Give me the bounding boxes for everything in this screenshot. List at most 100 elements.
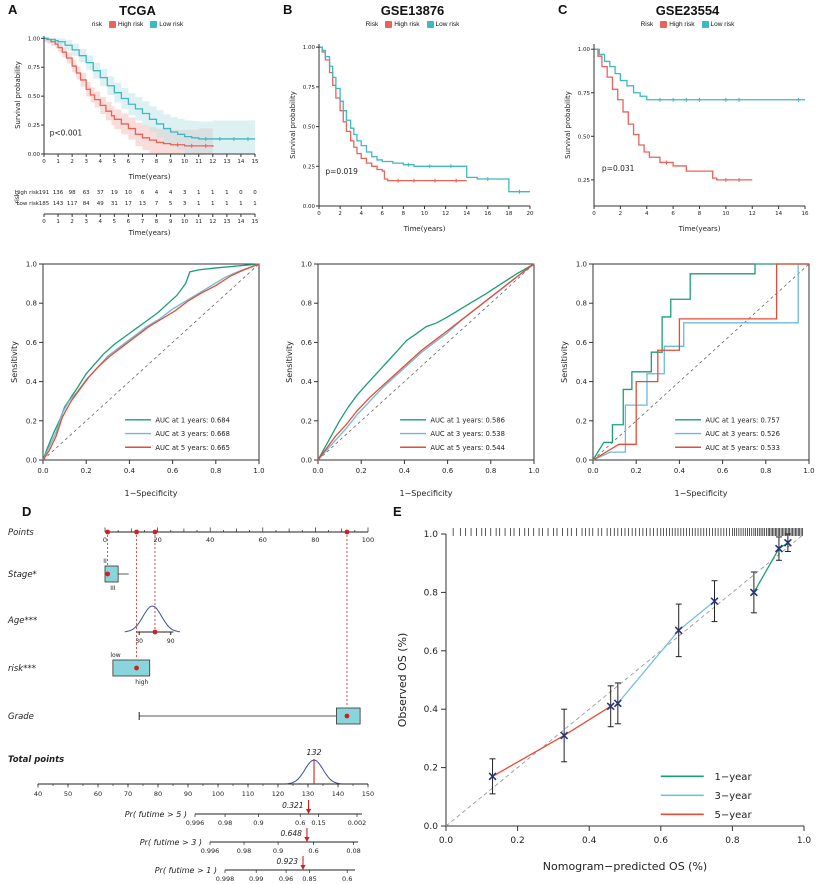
roc-plot-gse13876: 0.00.0 0.2 0.2 0.4 0.4 0.6 0.6 0.8 0.8 1.0 1.0 AUC … xyxy=(285,261,540,499)
high-risk-label: High risk xyxy=(394,20,420,28)
roc-panel-gse23554: 0.0 0.0 0.2 0.2 0.4 0.4 0.6 0.6 0.8 0.8 1.0 1.0 AUC … xyxy=(550,254,825,502)
svg-text:10: 10 xyxy=(124,190,131,196)
svg-text:3: 3 xyxy=(84,219,88,225)
svg-text:140: 140 xyxy=(332,790,344,798)
svg-text:Points: Points xyxy=(8,528,34,538)
svg-text:0.6: 0.6 xyxy=(717,467,729,475)
legend-item-high-risk: High risk xyxy=(108,20,143,28)
legend-item-low-risk: Low risk xyxy=(150,20,183,28)
svg-text:0.0: 0.0 xyxy=(439,836,454,846)
svg-text:Survival probability: Survival probability xyxy=(289,91,297,159)
svg-text:AUC at 1 years: 0.586: AUC at 1 years: 0.586 xyxy=(430,416,505,424)
svg-text:7: 7 xyxy=(140,219,144,225)
svg-text:1−Specificity: 1−Specificity xyxy=(124,489,177,498)
svg-text:5: 5 xyxy=(112,159,116,165)
svg-text:Time(years): Time(years) xyxy=(127,173,170,181)
panel-b-letter: B xyxy=(283,2,293,17)
svg-text:0.15: 0.15 xyxy=(311,819,325,827)
svg-text:185: 185 xyxy=(38,201,49,207)
low-risk-swatch xyxy=(701,20,709,28)
svg-text:1: 1 xyxy=(196,201,200,207)
svg-text:0.4: 0.4 xyxy=(424,705,439,715)
svg-text:8: 8 xyxy=(697,211,701,217)
svg-text:0.9: 0.9 xyxy=(273,847,283,855)
svg-text:37: 37 xyxy=(96,190,103,196)
svg-text:0.6: 0.6 xyxy=(300,339,312,347)
svg-text:0.8: 0.8 xyxy=(300,300,311,308)
svg-text:2: 2 xyxy=(70,159,74,165)
svg-text:14: 14 xyxy=(237,219,244,225)
svg-text:0.4: 0.4 xyxy=(673,467,685,475)
svg-text:0.98: 0.98 xyxy=(218,819,232,827)
svg-text:17: 17 xyxy=(124,201,131,207)
svg-text:13: 13 xyxy=(223,219,230,225)
svg-text:12: 12 xyxy=(209,219,216,225)
svg-text:0.00: 0.00 xyxy=(27,152,40,158)
svg-text:1: 1 xyxy=(225,201,229,207)
svg-text:31: 31 xyxy=(110,201,117,207)
svg-text:6: 6 xyxy=(126,159,130,165)
svg-text:2: 2 xyxy=(338,211,342,217)
km-plot-tcga: 0 1 2 3 4 5 6 7 8 9 10 11 12 13 14 150.000.250.500.751.… xyxy=(14,36,258,181)
svg-text:Total points: Total points xyxy=(8,755,64,765)
svg-text:84: 84 xyxy=(82,201,89,207)
svg-text:4: 4 xyxy=(98,219,102,225)
svg-text:0.50: 0.50 xyxy=(577,134,590,140)
svg-text:7: 7 xyxy=(154,201,158,207)
svg-text:3−year: 3−year xyxy=(715,791,753,802)
low-risk-swatch xyxy=(426,20,434,28)
svg-text:14: 14 xyxy=(775,211,782,217)
svg-text:0.08: 0.08 xyxy=(346,847,360,855)
svg-text:0.25: 0.25 xyxy=(577,178,590,184)
svg-text:0.6: 0.6 xyxy=(295,819,305,827)
svg-text:0: 0 xyxy=(42,159,46,165)
svg-text:30: 30 xyxy=(135,638,143,645)
svg-text:1−Specificity: 1−Specificity xyxy=(674,489,727,498)
svg-text:Pr( futime > 1 ): Pr( futime > 1 ) xyxy=(155,866,217,875)
svg-text:0.85: 0.85 xyxy=(302,875,316,883)
svg-text:0.6: 0.6 xyxy=(442,467,454,475)
svg-text:100: 100 xyxy=(212,790,224,798)
svg-text:1: 1 xyxy=(211,190,215,196)
svg-text:Sensitivity: Sensitivity xyxy=(560,341,569,383)
svg-text:risk***: risk*** xyxy=(8,664,36,674)
calibration-plot: 0.00.0 0.2 0.2 0.4 0.4 0.6 0.6 0.8 0.8 1.0 1.0 1−ye… xyxy=(396,528,811,873)
svg-text:Pr( futime > 5 ): Pr( futime > 5 ) xyxy=(125,810,187,819)
svg-text:0.0: 0.0 xyxy=(25,457,36,465)
svg-text:0.2: 0.2 xyxy=(510,836,524,846)
legend-item-low-risk: Low risk xyxy=(701,20,735,28)
svg-text:0.6: 0.6 xyxy=(575,339,587,347)
svg-text:1.00: 1.00 xyxy=(27,36,40,42)
svg-text:5−year: 5−year xyxy=(715,810,753,821)
svg-text:15: 15 xyxy=(251,219,258,225)
legend-title-a: risk xyxy=(91,20,102,28)
svg-text:AUC at 5 years: 0.544: AUC at 5 years: 0.544 xyxy=(430,444,505,452)
svg-text:Observed OS (%): Observed OS (%) xyxy=(396,633,409,728)
svg-text:6: 6 xyxy=(140,190,144,196)
svg-text:0.6: 0.6 xyxy=(167,467,179,475)
svg-text:7: 7 xyxy=(140,159,144,165)
svg-text:0: 0 xyxy=(253,190,257,196)
svg-text:Pr( futime > 3 ): Pr( futime > 3 ) xyxy=(140,838,202,847)
low-risk-label: Low risk xyxy=(710,20,735,28)
legend-title-c: Risk xyxy=(640,20,654,28)
svg-text:40: 40 xyxy=(206,536,214,544)
svg-text:136: 136 xyxy=(52,190,63,196)
roc-plot-gse23554: 0.00.0 0.2 0.2 0.4 0.4 0.6 0.6 0.8 0.8 1.0 1.0 AUC … xyxy=(560,261,815,499)
svg-text:0.50: 0.50 xyxy=(27,94,40,100)
svg-text:80: 80 xyxy=(311,536,319,544)
svg-text:Time(years): Time(years) xyxy=(677,225,720,233)
svg-text:0.8: 0.8 xyxy=(210,467,221,475)
svg-text:0.648: 0.648 xyxy=(280,829,302,838)
svg-text:0.996: 0.996 xyxy=(201,847,220,855)
svg-text:0.2: 0.2 xyxy=(300,417,311,425)
panel-e-letter: E xyxy=(393,504,402,519)
svg-text:6: 6 xyxy=(126,219,130,225)
svg-text:0.4: 0.4 xyxy=(123,467,135,475)
svg-text:10: 10 xyxy=(181,159,188,165)
svg-text:0.321: 0.321 xyxy=(282,801,303,810)
svg-text:0: 0 xyxy=(592,211,596,217)
svg-text:0.8: 0.8 xyxy=(725,836,740,846)
